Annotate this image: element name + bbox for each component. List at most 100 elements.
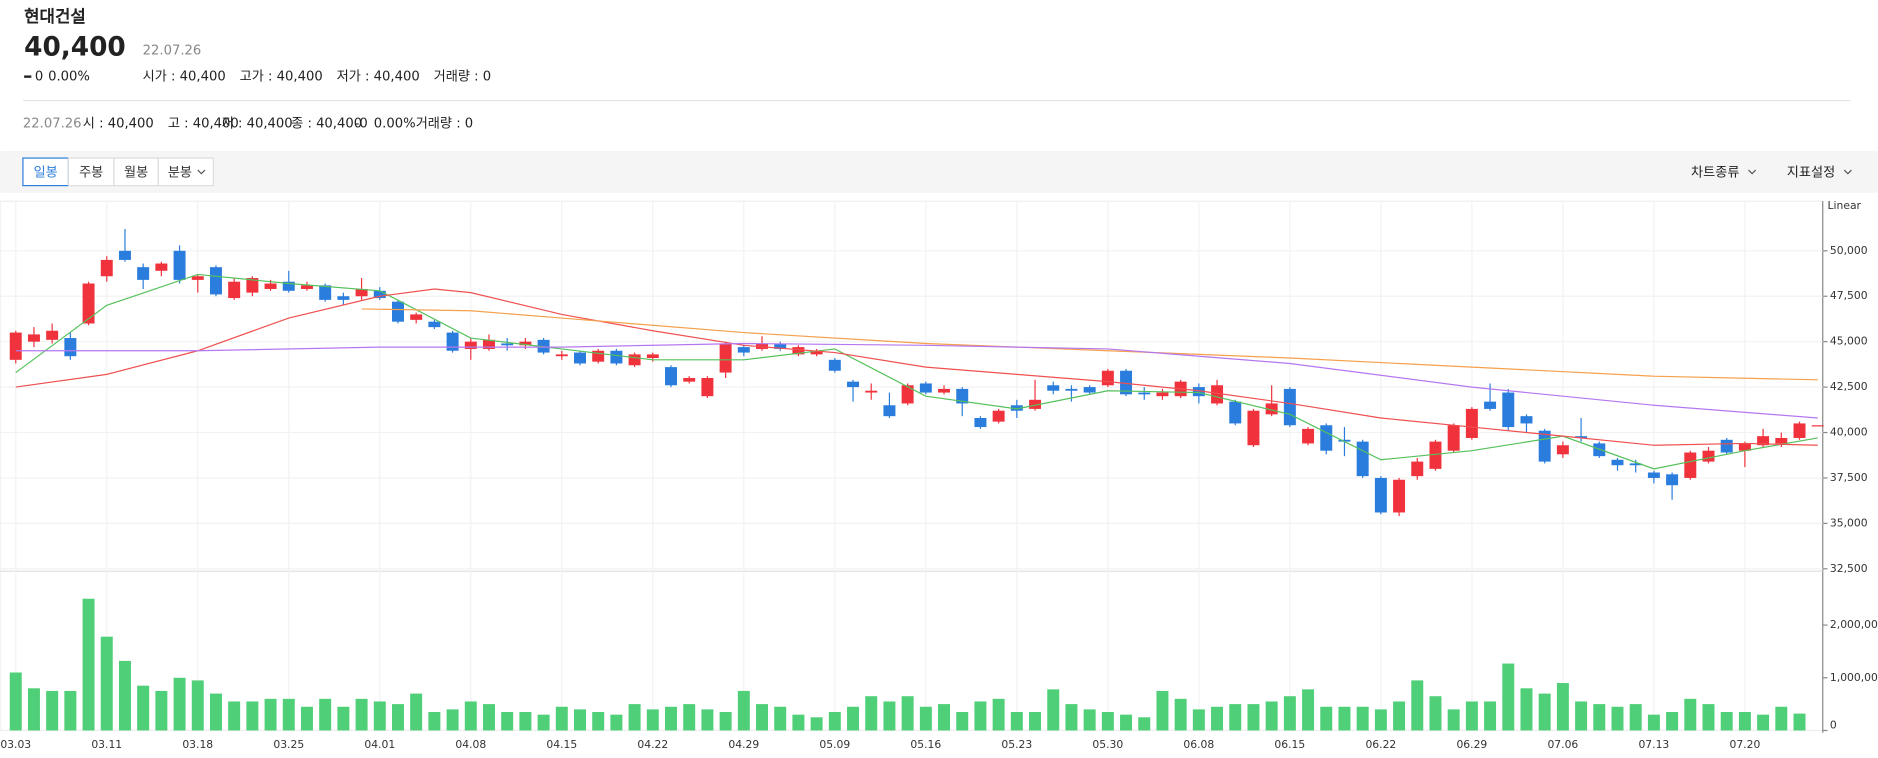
volume-bar — [300, 706, 313, 731]
volume-bar — [1465, 701, 1478, 731]
volume-bar — [1429, 696, 1442, 731]
volume-bar — [792, 714, 805, 731]
candle-body — [810, 350, 823, 355]
summary-item: -0 — [355, 116, 368, 131]
candle-body — [1538, 430, 1551, 462]
candle-body — [1010, 405, 1023, 411]
candle-body — [1684, 452, 1697, 478]
volume-bar — [719, 712, 732, 731]
volume-bar — [847, 706, 860, 731]
period-button[interactable] — [157, 157, 214, 187]
volume-bar — [1138, 717, 1151, 731]
volume-bar — [501, 712, 514, 731]
candle-body — [1702, 450, 1715, 462]
candle-body — [1302, 428, 1315, 444]
volume-bar — [27, 688, 40, 731]
volume-bar — [246, 701, 259, 731]
candle-body — [501, 343, 514, 346]
candle-body — [1647, 472, 1660, 478]
volume-bar — [446, 709, 459, 731]
y-tick-label: 40,000 — [1830, 426, 1868, 439]
volume-bar — [555, 706, 568, 731]
volume-bar — [1283, 696, 1296, 731]
moving-average — [15, 288, 1818, 446]
volume-bar — [1520, 688, 1533, 731]
volume-bar — [1502, 663, 1515, 731]
candle-body — [1338, 439, 1351, 442]
candle-body — [1156, 392, 1169, 397]
period-label[interactable]: 주봉 — [79, 164, 103, 180]
stat: 고가 : 40,400 — [240, 69, 323, 85]
candle-body — [883, 405, 896, 417]
candle-body — [1520, 416, 1533, 424]
y-tick-label: 35,000 — [1830, 516, 1868, 529]
volume-bar — [483, 704, 495, 731]
y-tick-label: 37,500 — [1830, 471, 1868, 484]
change-rate: 0.00% — [48, 70, 90, 85]
candle-body — [282, 281, 295, 291]
candle-body — [1211, 385, 1224, 404]
volume-bar — [1156, 690, 1169, 731]
change: 0 — [35, 70, 43, 85]
volume-bar — [628, 704, 641, 731]
menu-label[interactable]: 차트종류 — [1691, 164, 1739, 180]
volume-bar — [646, 709, 659, 731]
candle-body — [665, 367, 677, 386]
candle-body — [1411, 461, 1424, 477]
volume-bar — [1247, 704, 1260, 731]
candle-body — [1247, 410, 1260, 446]
candle-body — [1757, 436, 1770, 446]
candle-body — [992, 410, 1005, 422]
candle-body — [1738, 443, 1751, 451]
x-tick-label: 07.06 — [1547, 738, 1578, 751]
volume-bar — [100, 636, 113, 731]
volume-bar — [828, 712, 841, 731]
x-tick-label: 04.01 — [364, 738, 395, 751]
candle-body — [300, 285, 313, 289]
candle-body — [483, 339, 495, 349]
candle-body — [719, 343, 732, 373]
x-tick-label: 05.30 — [1092, 738, 1123, 751]
volume-bar — [1338, 706, 1351, 731]
volume-bar — [683, 704, 696, 731]
volume-bar — [355, 698, 368, 731]
candle-body — [901, 385, 914, 404]
period-label[interactable]: 월봉 — [124, 164, 148, 180]
period-button[interactable] — [22, 157, 70, 187]
stock-name: 현대건설 — [24, 6, 86, 26]
period-button[interactable] — [113, 157, 159, 187]
volume-bar — [1174, 698, 1187, 731]
candle-body — [64, 338, 77, 357]
candle-body — [264, 283, 277, 289]
period-label[interactable]: 일봉 — [34, 164, 58, 180]
candle-body — [1265, 403, 1278, 415]
volume-bar — [1374, 709, 1387, 731]
candle-body — [1138, 392, 1151, 395]
menu-label[interactable]: 지표설정 — [1787, 164, 1835, 180]
volume-bar — [537, 714, 550, 731]
volume-bar — [701, 709, 714, 731]
candle-body — [956, 388, 969, 404]
volume-bar — [9, 672, 22, 731]
period-label[interactable]: 분봉 — [168, 164, 192, 180]
volume-bar — [1611, 706, 1624, 731]
volume-bar — [574, 709, 586, 731]
volume-bar — [1393, 701, 1406, 731]
volume-bar — [1575, 701, 1588, 731]
moving-average — [15, 342, 1818, 419]
volume-bar — [319, 698, 332, 731]
candle-body — [865, 390, 878, 393]
candle-body — [155, 263, 168, 271]
candle-body — [828, 359, 841, 371]
price: 40,400 — [24, 32, 126, 62]
candle-body — [373, 290, 386, 299]
x-tick-label: 04.08 — [455, 738, 486, 751]
x-tick-label: 04.29 — [728, 738, 759, 751]
volume-bar — [1556, 683, 1569, 731]
candle-body — [1556, 445, 1569, 455]
candle-body — [1720, 439, 1733, 453]
summary-item: 종 : 40,400 — [291, 116, 362, 131]
candle-body — [938, 388, 951, 393]
volume-bar — [464, 701, 477, 731]
